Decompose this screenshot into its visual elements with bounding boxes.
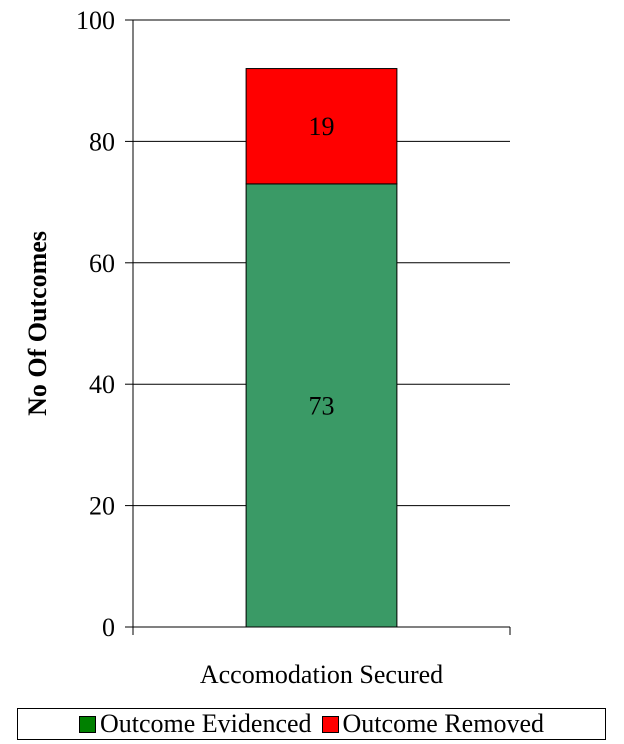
y-tick-label: 20	[89, 492, 115, 521]
labels: 0 20 40 60 80 100 73 19 Accomodation Secured No O…	[23, 6, 443, 689]
stacked-bar-chart: 0 20 40 60 80 100 73 19 Accomodation Secured No O…	[23, 6, 511, 689]
x-category-label: Accomodation Secured	[200, 660, 443, 689]
y-tick-label: 0	[102, 613, 115, 642]
legend-item-evidenced: Outcome Evidenced	[79, 709, 312, 739]
y-tick-label: 40	[89, 370, 115, 399]
data-label: 73	[309, 391, 335, 420]
legend: Outcome Evidenced Outcome Removed	[17, 708, 606, 740]
bar-segment	[245, 183, 398, 628]
y-axis-label: No Of Outcomes	[23, 231, 52, 416]
y-tick-label: 60	[89, 249, 115, 278]
axes	[125, 19, 511, 635]
legend-item-removed: Outcome Removed	[321, 709, 544, 739]
legend-swatch-removed	[321, 715, 339, 733]
legend-label-evidenced: Outcome Evidenced	[100, 709, 312, 738]
legend-swatch-evidenced	[79, 715, 96, 733]
y-tick-label: 80	[89, 127, 115, 156]
y-tick-label: 100	[76, 6, 115, 35]
legend-label-removed: Outcome Removed	[342, 709, 544, 738]
bar-segment	[245, 68, 398, 185]
bars	[245, 68, 398, 628]
data-label: 19	[309, 112, 335, 141]
